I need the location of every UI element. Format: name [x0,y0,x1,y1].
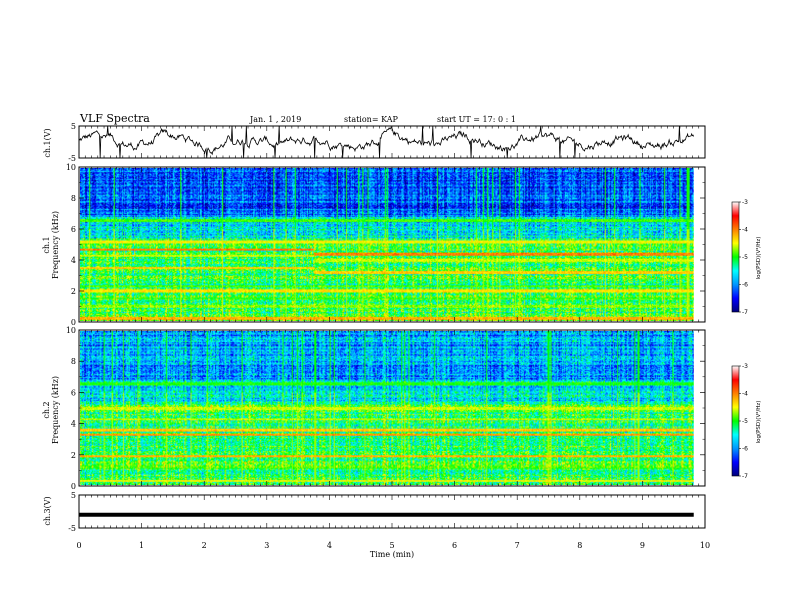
colorbar-tick-label: -7 [742,473,748,480]
colorbar-tick-label: -6 [742,282,748,289]
x-tick-label: 6 [452,541,457,550]
date-label: Jan. 1 , 2019 [249,115,301,124]
ch1-channel-label: ch.1 [42,236,51,253]
y-tick-label: 6 [71,225,76,234]
x-tick-label: 10 [700,541,710,550]
x-tick-label: 5 [389,541,394,550]
ch2-colorbar-label: log(PSD)(V²/Hz) [755,401,762,444]
x-tick-label: 8 [577,541,582,550]
y-tick-label: -5 [68,524,76,533]
colorbar-scale [731,201,740,313]
colorbar-tick-label: -4 [742,227,748,234]
ch1-spectrogram-panel: 0 2 4 6 8 10 [66,163,706,327]
x-tick-label: 9 [640,541,645,550]
ch1-waveform-line [78,125,695,159]
x-tick-label: 0 [76,541,81,550]
ch1-waveform-panel: 5 -5 [68,122,706,163]
y-tick-label: 6 [71,388,76,397]
y-tick-label: 8 [71,357,76,366]
time-axis-label: Time (min) [370,550,414,559]
ch2-frequency-axis-label: Frequency (kHz) [51,376,60,444]
ch1-spectrogram-image [80,168,694,321]
colorbar-tick-label: -6 [742,446,748,453]
colorbar-tick-label: -3 [742,199,748,206]
station-label: station= KAP [344,115,399,124]
start-ut-label: start UT = 17: 0 : 1 [437,115,516,124]
ch1-frequency-axis-label: Frequency (kHz) [51,211,60,279]
colorbar-tick-label: -3 [742,363,748,370]
y-tick-label: -5 [68,154,76,163]
colorbar-tick-label: -5 [742,418,748,425]
x-tick-label: 2 [202,541,207,550]
ch2-spectrogram-panel: 0 2 4 6 8 10 [66,326,706,491]
colorbar-tick-label: -5 [742,254,748,261]
ch2-colorbar: -3 -4 -5 -6 -7 [731,363,748,480]
figure-title: VLF Spectra [79,112,150,125]
ch2-channel-label: ch.2 [42,401,51,418]
x-tick-label: 1 [139,541,144,550]
ch3-waveform-panel: 5 -5 [68,491,706,533]
y-tick-label: 4 [71,256,76,265]
ch3-voltage-axis-label: ch.3(V) [43,496,52,525]
y-tick-label: 0 [71,482,76,491]
y-tick-label: 5 [71,491,76,500]
y-tick-label: 4 [71,420,76,429]
ch2-spectrogram-image [80,331,694,485]
x-tick-label: 4 [327,541,332,550]
x-tick-label: 7 [515,541,520,550]
y-tick-label: 2 [71,287,76,296]
y-tick-label: 10 [66,326,76,335]
x-tick-label: 3 [264,541,269,550]
colorbar-scale [731,365,740,477]
y-tick-label: 8 [71,194,76,203]
colorbar-tick-label: -4 [742,391,748,398]
ch1-colorbar-label: log(PSD)(V²/Hz) [755,237,762,280]
y-tick-label: 0 [71,318,76,327]
ch1-colorbar: -3 -4 -5 -6 -7 [731,199,748,316]
y-tick-label: 5 [71,122,76,131]
y-tick-label: 2 [71,451,76,460]
y-tick-label: 10 [66,163,76,172]
colorbar-tick-label: -7 [742,309,748,316]
ch1-voltage-axis-label: ch.1(V) [43,128,52,157]
